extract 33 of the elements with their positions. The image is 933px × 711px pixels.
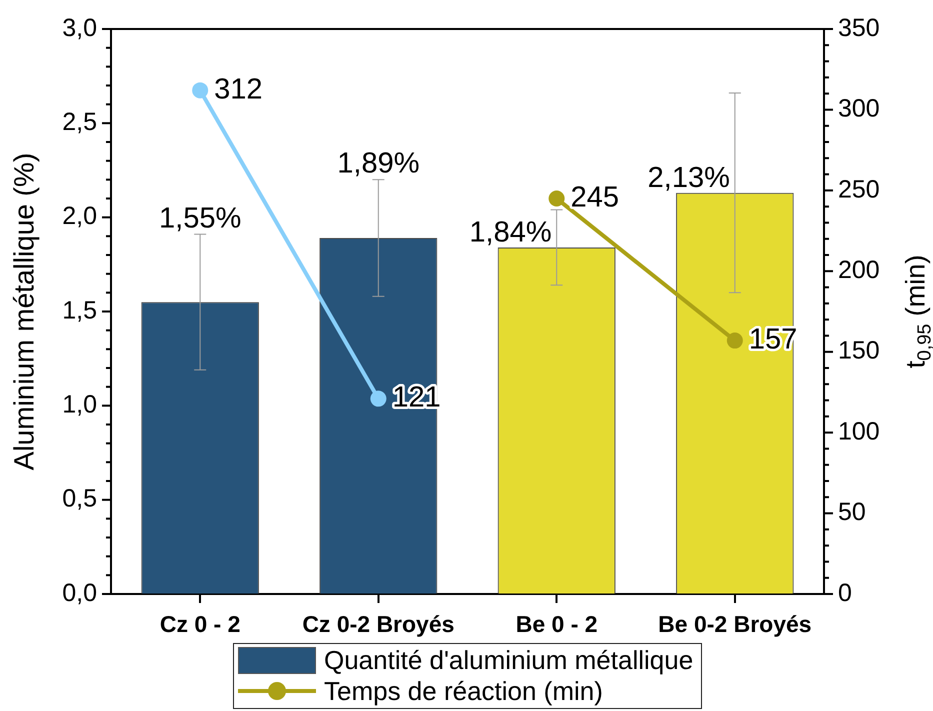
y2-tick-label: 100: [838, 417, 880, 446]
x-tick-label: Be 0-2 Broyés: [658, 611, 812, 638]
y2-tick-label: 150: [838, 336, 880, 365]
y-tick-label: 3,0: [62, 14, 97, 42]
x-tick-label: Be 0 - 2: [516, 611, 598, 638]
y2-tick-label: 50: [838, 498, 866, 526]
legend-label: Temps de réaction (min): [324, 676, 603, 707]
data-label: 1,55%: [159, 202, 242, 234]
y2-tick-label: 300: [838, 94, 880, 123]
data-label: 1,89%: [337, 148, 420, 180]
y2-tick-label: 0: [838, 578, 852, 607]
point: [548, 190, 565, 206]
y-tick-label: 0,5: [62, 484, 97, 513]
data-label: 1,84%: [469, 216, 552, 248]
y-tick-label: 2,5: [62, 108, 97, 136]
y2-tick-label: 350: [838, 14, 880, 42]
data-label: 2,13%: [648, 162, 730, 194]
legend-label: Quantité d'aluminium métallique: [324, 645, 694, 676]
x-tick-label: Cz 0-2 Broyés: [302, 611, 454, 638]
point: [192, 82, 208, 98]
y2-tick-label: 250: [838, 175, 880, 204]
data-label: 245: [570, 182, 620, 214]
y-axis-title: Aluminium métallique (%): [8, 152, 40, 470]
x-tick-label: Cz 0 - 2: [160, 611, 240, 638]
y-tick-label: 1,5: [62, 296, 97, 324]
point: [726, 332, 743, 349]
y-tick-label: 0,0: [62, 578, 97, 607]
y2-axis-title: t0,95 (min): [900, 254, 933, 368]
y-tick-label: 1,0: [62, 390, 97, 419]
data-label: 312: [214, 73, 263, 106]
y-tick-label: 2,0: [62, 202, 97, 230]
point: [370, 390, 386, 407]
y2-tick-label: 200: [838, 256, 880, 284]
